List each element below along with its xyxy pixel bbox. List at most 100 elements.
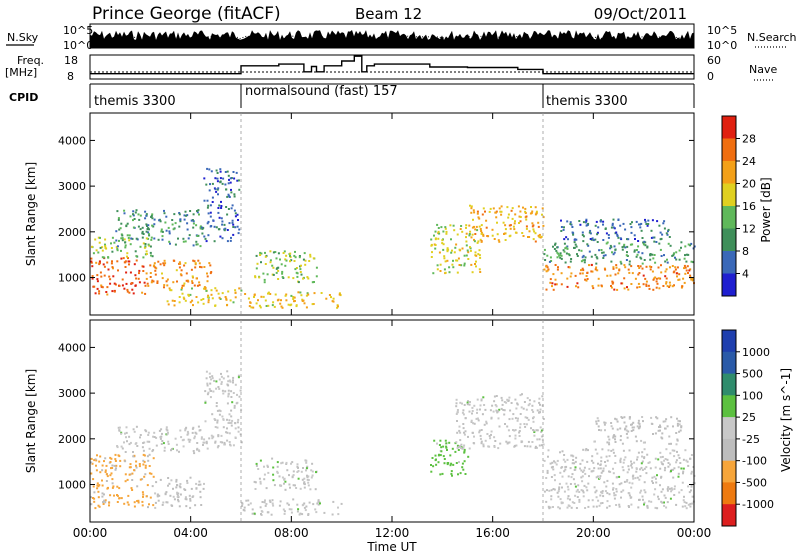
scatter-cell-3 (152, 225, 155, 228)
scatter-cell-7 (275, 271, 278, 274)
scatter-cell-0 (139, 478, 142, 481)
scatter-cell-12 (602, 223, 604, 226)
scatter-cell-7 (459, 401, 462, 404)
scatter-cell-8 (442, 248, 445, 251)
scatter-cell-0 (108, 275, 111, 278)
scatter-cell-11 (613, 245, 616, 248)
scatter-cell-8 (469, 249, 472, 252)
scatter-cell-0 (96, 482, 99, 485)
scatter-cell-7 (264, 251, 266, 254)
scatter-cell-10 (551, 285, 553, 288)
scatter-cell-8 (439, 270, 442, 272)
scatter-cell-6 (463, 444, 466, 447)
scatter-cell-3 (227, 384, 230, 387)
scatter-cell-8 (458, 248, 461, 251)
scatter-cell-7 (535, 429, 538, 432)
scatter-cell-8 (438, 232, 441, 235)
scatter-cell-2 (191, 431, 194, 434)
scatter-cell-7 (468, 410, 471, 413)
scatter-cell-7 (457, 446, 460, 448)
scatter-cell-1 (149, 251, 152, 254)
scatter-cell-11 (558, 254, 561, 257)
scatter-cell-11 (601, 251, 604, 254)
scatter-cell-7 (269, 261, 272, 264)
scatter-cell-9 (611, 427, 614, 430)
scatter-cell-7 (462, 409, 465, 412)
scatter-cell-10 (543, 268, 546, 271)
scatter-cell-3 (179, 220, 182, 223)
scatter-cell-10 (611, 280, 614, 283)
scatter-cell-6 (338, 292, 341, 295)
scatter-cell-8 (545, 477, 548, 479)
scatter-cell-12 (602, 239, 605, 241)
scatter-cell-7 (272, 266, 275, 269)
scatter-cell-8 (667, 486, 670, 489)
scatter-cell-8 (567, 495, 570, 498)
scatter-cell-0 (109, 456, 112, 459)
scatter-cell-4 (303, 506, 306, 509)
scatter-cell-4 (216, 177, 219, 180)
scatter-cell-5 (189, 293, 192, 296)
scatter-cell-8 (622, 449, 625, 452)
scatter-cell-9 (508, 224, 511, 227)
scatter-cell-5 (306, 465, 309, 468)
scatter-cell-3 (148, 228, 150, 231)
scatter-cell-2 (209, 264, 212, 267)
scatter-cell-3 (204, 401, 207, 404)
scatter-cell-5 (191, 299, 194, 302)
scatter-cell-7 (493, 446, 496, 448)
scatter-cell-8 (444, 271, 447, 274)
scatter-cell-3 (187, 237, 190, 240)
scatter-cell-12 (626, 238, 628, 241)
scatter-cell-8 (560, 466, 563, 469)
scatter-cell-11 (620, 262, 623, 265)
scatter-cell-10 (684, 266, 687, 269)
scatter-cell-11 (637, 245, 640, 248)
scatter-cell-9 (610, 422, 613, 424)
scatter-cell-0 (142, 495, 144, 498)
scatter-cell-12 (666, 233, 669, 236)
scatter-cell-10 (556, 268, 559, 271)
scatter-cell-9 (496, 233, 499, 236)
scatter-cell-2 (180, 269, 183, 272)
scatter-cell-1 (172, 495, 175, 498)
scatter-cell-7 (470, 419, 473, 422)
scatter-cell-7 (260, 252, 263, 255)
scatter-cell-2 (163, 284, 166, 287)
scatter-cell-9 (676, 424, 679, 427)
scatter-cell-3 (173, 213, 176, 216)
scatter-cell-10 (671, 265, 674, 267)
scatter-cell-8 (673, 485, 676, 488)
scatter-cell-5 (253, 480, 256, 483)
scatter-cell-7 (490, 417, 493, 420)
scatter-cell-7 (256, 262, 259, 265)
scatter-cell-12 (562, 228, 565, 231)
scatter-cell-6 (285, 293, 288, 296)
scatter-cell-3 (210, 434, 213, 437)
scatter-cell-7 (266, 273, 269, 276)
scatter-cell-7 (455, 398, 458, 401)
scatter-cell-12 (585, 220, 588, 223)
scatter-cell-7 (274, 251, 277, 253)
scatter-cell-6 (249, 301, 252, 304)
scatter-cell-3 (121, 237, 124, 240)
scatter-cell-4 (219, 180, 222, 183)
scatter-cell-9 (542, 224, 545, 227)
scatter-cell-0 (144, 284, 147, 287)
scatter-cell-7 (459, 447, 462, 449)
scatter-cell-0 (95, 464, 97, 467)
scatter-cell-2 (182, 445, 185, 448)
scatter-cell-9 (631, 426, 634, 429)
scatter-cell-5 (307, 481, 310, 484)
scatter-cell-2 (179, 262, 182, 265)
scatter-cell-10 (650, 266, 653, 268)
scatter-cell-5 (281, 461, 284, 464)
scatter-cell-3 (179, 218, 182, 221)
scatter-cell-2 (152, 265, 155, 268)
scatter-cell-10 (665, 282, 668, 285)
ytick-label: 1000 (58, 272, 86, 285)
scatter-cell-3 (200, 226, 203, 229)
scatter-cell-5 (205, 289, 208, 292)
scatter-cell-0 (134, 284, 137, 287)
scatter-cell-8 (446, 259, 449, 262)
